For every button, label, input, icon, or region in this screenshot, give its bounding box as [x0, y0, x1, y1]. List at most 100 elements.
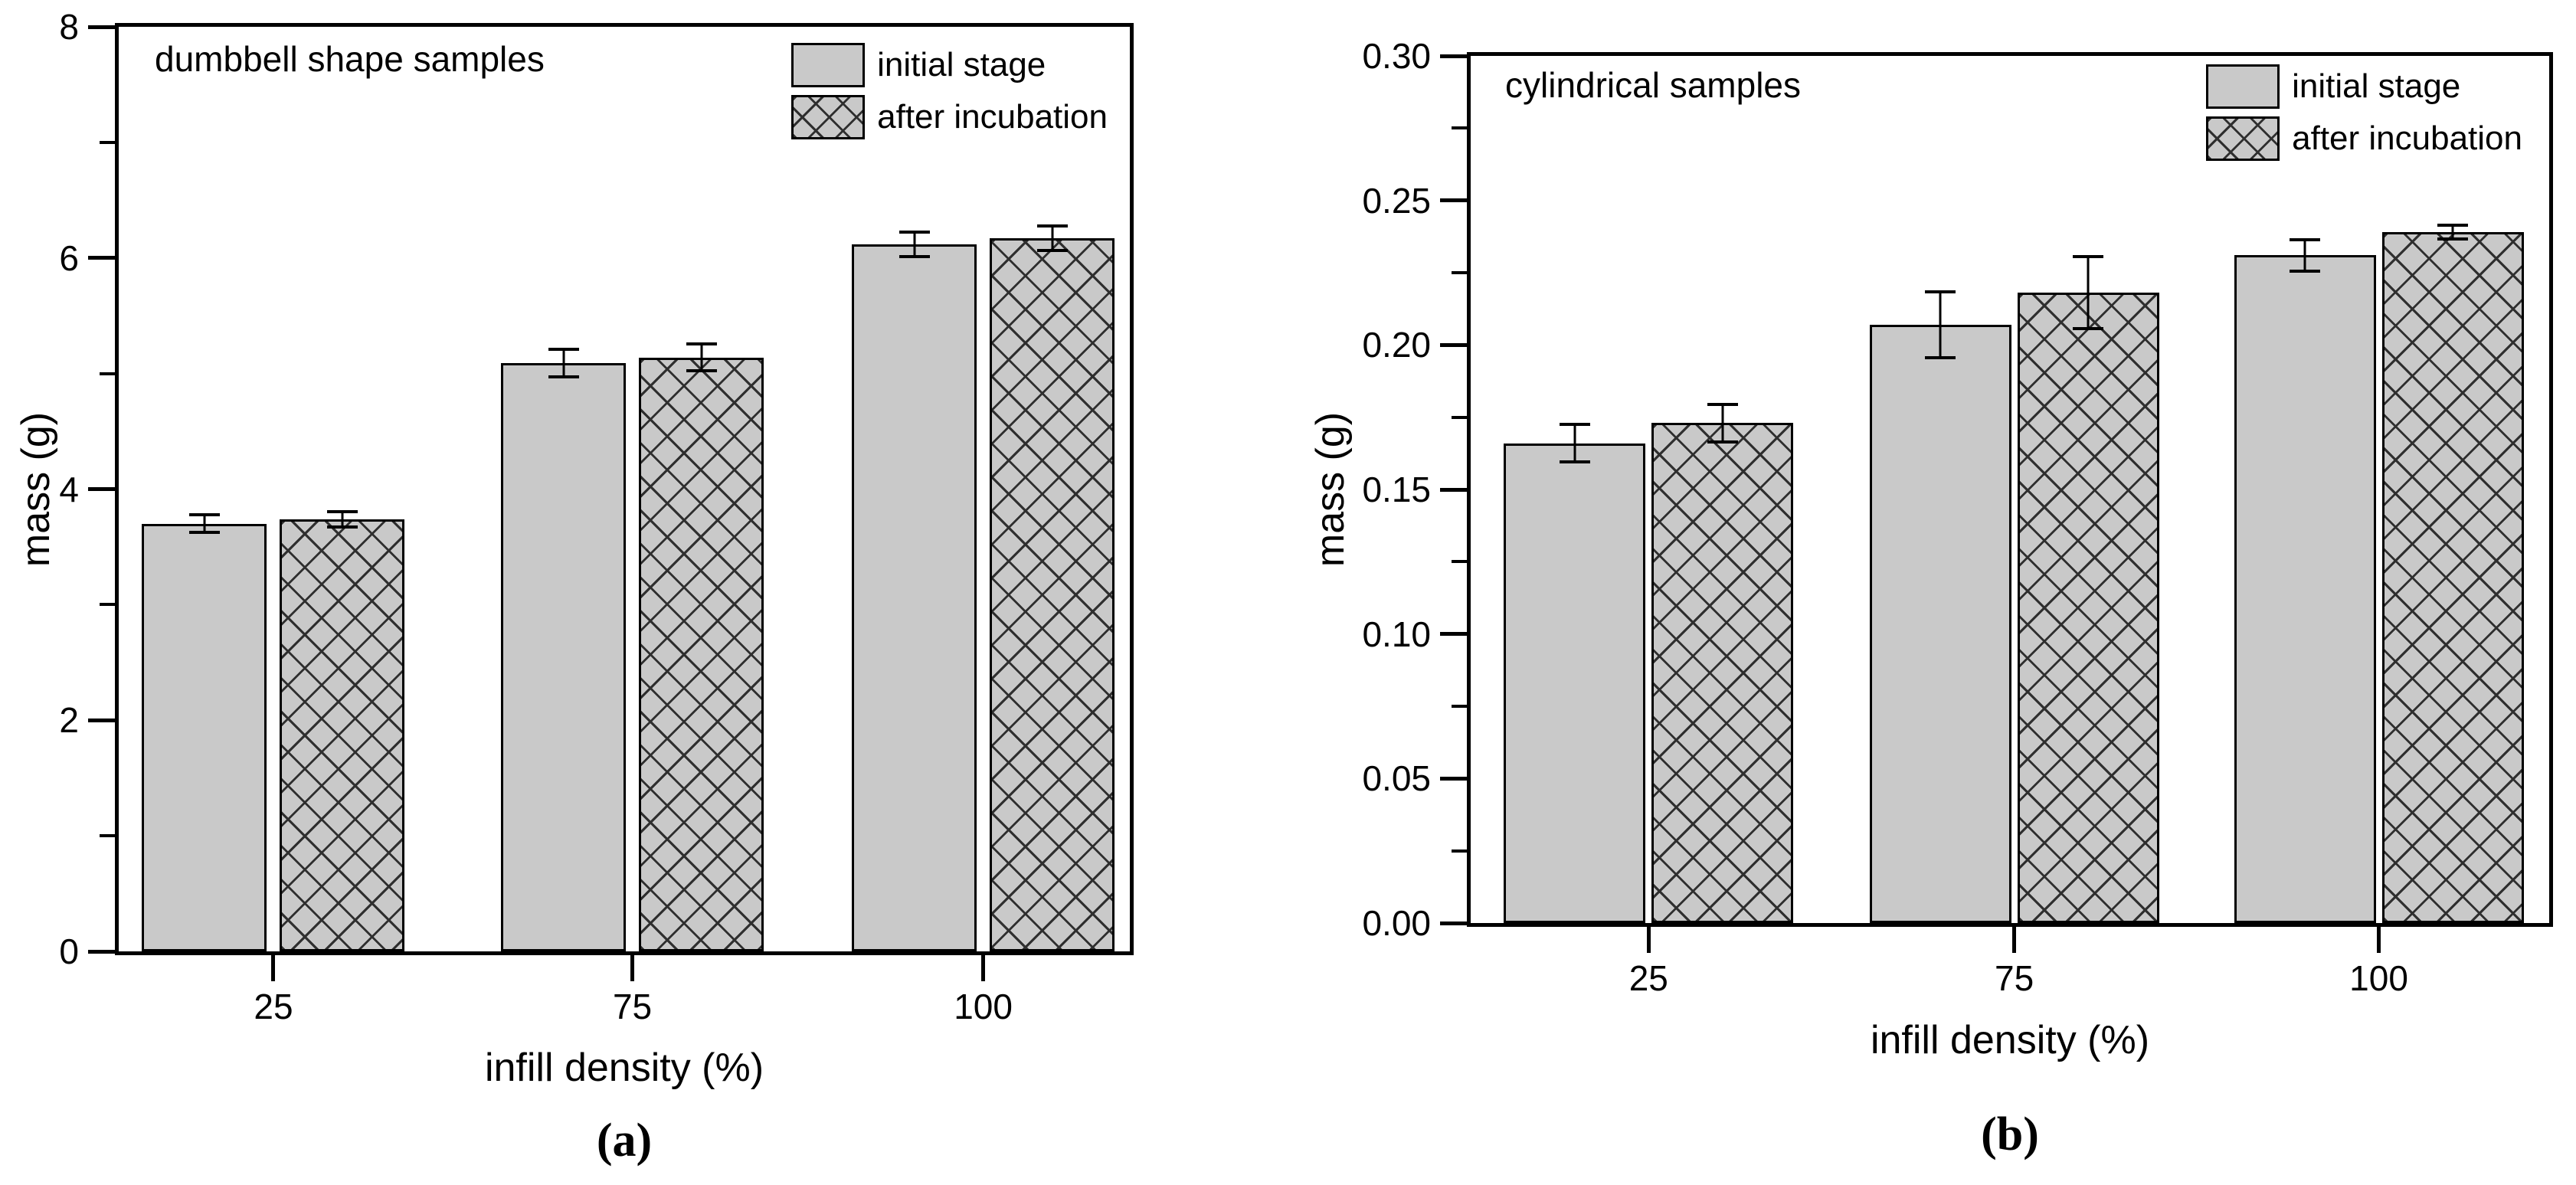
x-axis-tick-label: 100 [2349, 958, 2408, 998]
y-axis-major-tick [1440, 921, 1467, 925]
legend-row: initial stage [2206, 64, 2460, 109]
error-bar-line [913, 230, 916, 258]
y-axis-tick-label: 2 [59, 700, 79, 741]
bar-initial-stage-25 [1504, 443, 1646, 923]
legend-label: after incubation [877, 98, 1108, 136]
x-axis-tick-label: 25 [1628, 958, 1668, 998]
x-axis-title: infill density (%) [1870, 1018, 2150, 1062]
y-axis-minor-tick [100, 834, 115, 838]
y-axis-major-tick [88, 487, 115, 491]
y-axis-major-tick [1440, 487, 1467, 492]
legend-swatch-initial-stage [791, 43, 866, 87]
legend-label: initial stage [2292, 67, 2461, 105]
error-bar-cap-top [188, 513, 220, 517]
error-bar-cap-top [548, 348, 579, 352]
error-bar-cap-bottom [898, 254, 930, 258]
y-axis-major-tick [1440, 54, 1467, 58]
panel-letter: (b) [1981, 1108, 2039, 1160]
y-axis-major-tick [88, 256, 115, 260]
error-bar-line [2303, 237, 2306, 273]
legend: initial stage after incubation [2206, 64, 2522, 161]
x-axis-tick [1646, 927, 1651, 953]
legend-row: after incubation [791, 95, 1108, 139]
y-axis-minor-tick [100, 372, 115, 375]
y-axis-tick-label: 0.00 [1362, 903, 1431, 943]
y-axis-minor-tick [1452, 415, 1467, 419]
error-bar-cap-bottom [1036, 249, 1068, 253]
y-axis-minor-tick [1452, 126, 1467, 130]
y-axis-tick-label: 0 [59, 931, 79, 971]
legend-swatch-initial-stage [2206, 64, 2280, 109]
error-bar [1559, 423, 1590, 464]
x-axis-tick-label: 75 [612, 987, 653, 1026]
error-bar [686, 342, 717, 373]
error-bar-cap-top [2073, 255, 2104, 259]
y-axis-title: mass (g) [1308, 411, 1353, 568]
bar-initial-stage-100 [852, 244, 977, 951]
bar-after-incubation-100 [2381, 232, 2524, 923]
legend-row: after incubation [2206, 116, 2522, 161]
error-bar-cap-top [1707, 402, 1738, 406]
bar-initial-stage-100 [2234, 255, 2376, 923]
y-axis-tick-label: 0.15 [1362, 470, 1431, 509]
error-bar-cap-top [686, 342, 717, 345]
y-axis-major-tick [88, 949, 115, 954]
error-bar-cap-top [2437, 223, 2469, 227]
error-bar [2073, 255, 2104, 331]
legend-swatch-after-incubation [2206, 116, 2280, 161]
bar-initial-stage-75 [1869, 324, 2011, 923]
error-bar [548, 348, 579, 378]
error-bar [2437, 223, 2469, 241]
bar-after-incubation-75 [639, 357, 764, 951]
error-bar-cap-bottom [326, 525, 358, 529]
legend-swatch-after-incubation [791, 95, 866, 139]
error-bar-cap-bottom [2437, 237, 2469, 241]
plot-annotation: cylindrical samples [1505, 65, 1802, 105]
error-bar [1707, 402, 1738, 444]
error-bar-cap-bottom [188, 531, 220, 535]
bar-after-incubation-100 [990, 238, 1115, 951]
error-bar-cap-top [1559, 423, 1590, 427]
error-bar-cap-bottom [2290, 269, 2321, 273]
x-axis-title: infill density (%) [484, 1046, 764, 1090]
legend-row: initial stage [791, 43, 1046, 87]
error-bar [1036, 224, 1068, 253]
panel-letter: (a) [596, 1115, 653, 1167]
y-axis-major-tick [1440, 632, 1467, 637]
error-bar-cap-top [898, 230, 930, 234]
x-axis-tick-label: 25 [254, 987, 293, 1026]
error-bar-line [1721, 402, 1724, 444]
plot-annotation: dumbbell shape samples [155, 39, 545, 79]
error-bar-line [1573, 423, 1576, 464]
error-bar [898, 230, 930, 258]
error-bar-line [562, 348, 565, 378]
x-axis-tick [271, 955, 276, 981]
error-bar-line [203, 513, 206, 535]
x-axis-tick-label: 75 [1995, 958, 2034, 998]
error-bar-cap-top [2290, 237, 2321, 241]
x-axis-tick [2012, 927, 2017, 953]
x-axis-tick-label: 100 [954, 987, 1013, 1026]
y-axis-tick-label: 0.10 [1362, 614, 1431, 654]
legend-label: initial stage [877, 46, 1046, 83]
error-bar-cap-bottom [1559, 460, 1590, 464]
error-bar-line [2451, 223, 2454, 241]
y-axis-major-tick [88, 25, 115, 29]
y-axis-minor-tick [1452, 849, 1467, 853]
error-bar-line [700, 342, 703, 373]
y-axis-tick-label: 6 [59, 237, 79, 278]
bar-initial-stage-25 [142, 523, 267, 951]
y-axis-minor-tick [1452, 560, 1467, 564]
error-bar-line [341, 509, 344, 529]
error-bar-cap-bottom [2073, 327, 2104, 331]
error-bar-cap-top [326, 509, 358, 513]
bar-after-incubation-75 [2017, 293, 2159, 923]
error-bar-cap-bottom [1707, 440, 1738, 444]
error-bar-cap-bottom [548, 375, 579, 378]
error-bar [1925, 290, 1956, 360]
error-bar [188, 513, 220, 535]
y-axis-minor-tick [100, 140, 115, 144]
